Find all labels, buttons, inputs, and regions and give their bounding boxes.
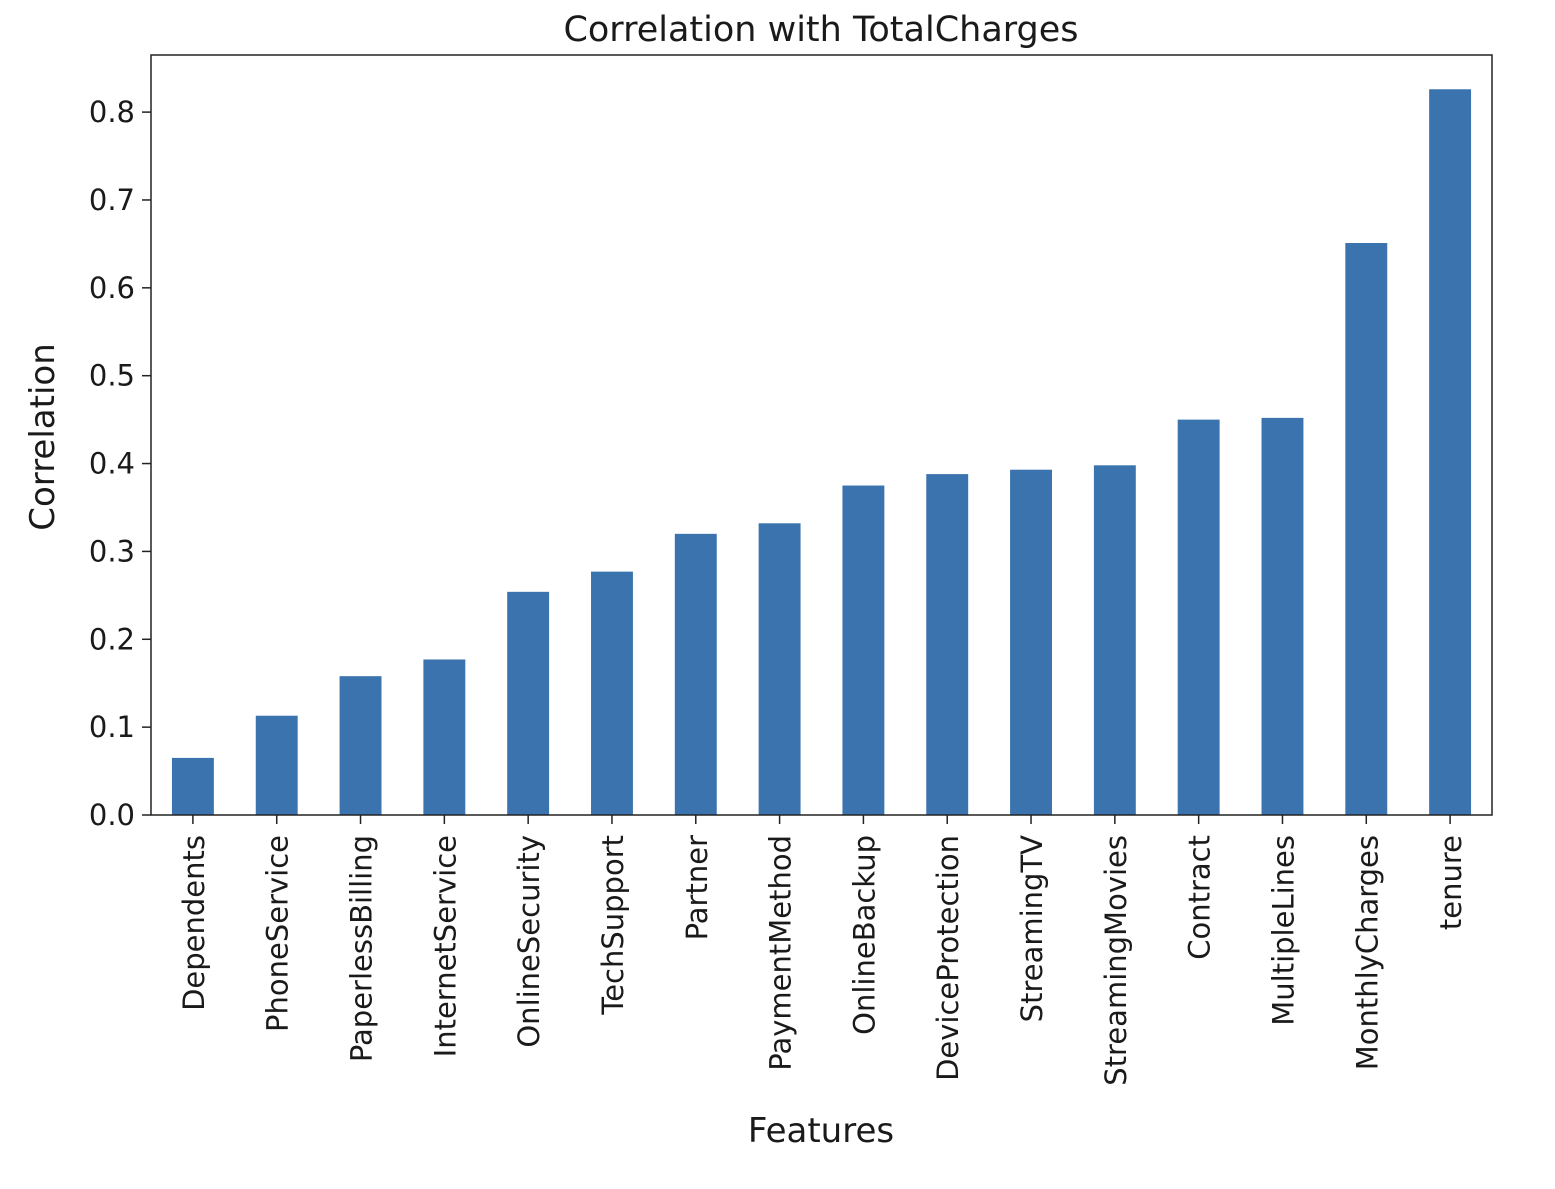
y-tick-label: 0.3 <box>89 534 135 568</box>
bar-StreamingMovies <box>1093 465 1136 815</box>
x-tick-label: InternetService <box>428 835 462 1057</box>
bar-OnlineSecurity <box>507 591 550 815</box>
bar-tenure <box>1429 89 1472 815</box>
x-tick-label: TechSupport <box>596 835 630 1016</box>
x-tick-label: tenure <box>1434 835 1468 930</box>
bar-MultipleLines <box>1261 417 1304 815</box>
x-tick-label: PaymentMethod <box>764 835 798 1071</box>
plot-frame <box>150 54 1493 816</box>
x-tick-label: PaperlessBilling <box>345 835 379 1062</box>
x-tick-label: Partner <box>680 835 714 940</box>
y-tick-label: 0.8 <box>89 95 135 129</box>
y-axis: 0.0 0.1 0.2 0.3 0.4 0.5 0.6 0.7 0.8 <box>89 95 151 832</box>
y-tick-label: 0.7 <box>89 183 135 217</box>
y-tick-label: 0.2 <box>89 622 135 656</box>
x-tick-label: StreamingTV <box>1015 835 1049 1022</box>
bars-group <box>171 89 1472 815</box>
x-axis-label: Features <box>748 1111 894 1151</box>
x-axis: Dependents PhoneService PaperlessBilling In… <box>177 815 1468 1086</box>
bar-Contract <box>1177 419 1220 815</box>
x-tick-label: OnlineBackup <box>847 835 881 1035</box>
y-tick-label: 0.1 <box>89 710 135 744</box>
bar-DeviceProtection <box>926 474 969 815</box>
x-tick-label: DeviceProtection <box>931 835 965 1081</box>
x-tick-label: PhoneService <box>261 835 295 1032</box>
bar-Partner <box>674 533 717 815</box>
bar-StreamingTV <box>1010 469 1052 815</box>
y-tick-label: 0.0 <box>89 798 135 832</box>
x-tick-label: StreamingMovies <box>1099 835 1133 1086</box>
bar-OnlineBackup <box>842 485 885 815</box>
y-axis-label: Correlation <box>23 343 63 530</box>
x-tick-label: Dependents <box>177 835 211 1011</box>
bar-InternetService <box>423 659 466 815</box>
bar-PhoneService <box>255 715 298 815</box>
y-tick-label: 0.4 <box>89 447 135 481</box>
chart-title: Correlation with TotalCharges <box>563 10 1078 50</box>
bar-PaperlessBilling <box>339 676 382 815</box>
y-tick-label: 0.5 <box>89 359 135 393</box>
x-tick-label: MultipleLines <box>1266 835 1300 1026</box>
bar-Dependents <box>171 757 214 815</box>
bar-PaymentMethod <box>758 523 801 815</box>
x-tick-label: Contract <box>1183 835 1217 960</box>
x-tick-label: MonthlyCharges <box>1350 835 1384 1070</box>
x-tick-label: OnlineSecurity <box>512 835 546 1048</box>
bar-MonthlyCharges <box>1345 243 1388 815</box>
bar-TechSupport <box>591 571 633 815</box>
y-tick-label: 0.6 <box>89 271 135 305</box>
